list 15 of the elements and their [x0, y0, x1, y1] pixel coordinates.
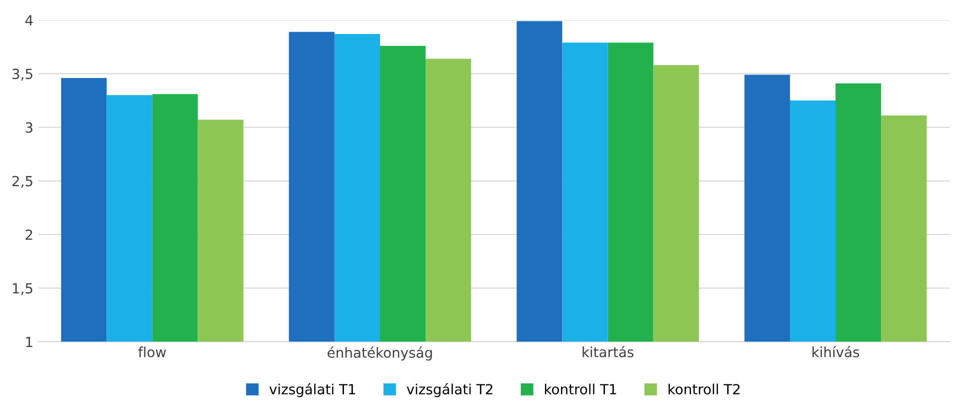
y-tick-label: 2	[26, 229, 32, 240]
legend-label: vizsgálati T1	[269, 383, 356, 398]
x-tick-label: flow	[138, 346, 166, 358]
x-tick-label: kitartás	[582, 346, 634, 358]
legend-label: kontroll T1	[544, 384, 616, 394]
y-tick-label: 1	[26, 336, 32, 347]
legend-label: kontroll T2	[668, 384, 740, 394]
x-tick-label: énhatékonyság	[328, 346, 432, 361]
x-tick-label: kihívás	[812, 346, 860, 358]
y-tick-label: 2,5	[12, 176, 32, 188]
y-tick-label: 1,5	[12, 283, 32, 295]
y-tick-label: 3	[26, 122, 32, 133]
y-tick-label: 3,5	[12, 68, 32, 81]
y-tick-label: 4	[25, 15, 33, 26]
legend-label: vizsgálati T2	[406, 383, 492, 398]
